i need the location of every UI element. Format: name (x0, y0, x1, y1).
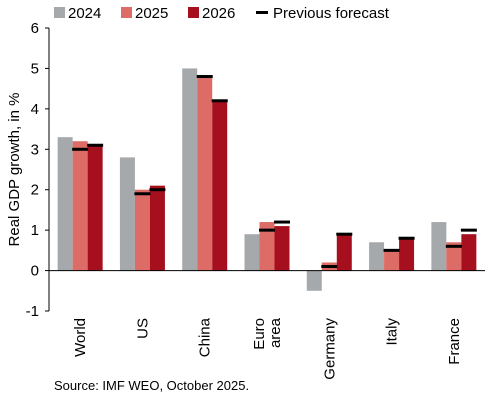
x-tick-label: France (446, 318, 463, 365)
bar-2025-france (446, 242, 462, 271)
previous-forecast-marker-2025-world (72, 147, 89, 151)
legend-label: Previous forecast (273, 5, 390, 22)
y-tick-label: 6 (31, 20, 39, 37)
legend-swatch-2025 (121, 7, 132, 18)
y-tick-label: 1 (31, 222, 39, 239)
bar-2026-italy (399, 238, 415, 271)
y-tick-label: 5 (31, 60, 39, 77)
bar-2024-world (57, 137, 73, 271)
previous-forecast-marker-2025-us (134, 192, 151, 196)
x-tick-label: Germany (321, 318, 338, 380)
x-tick-label: Italy (384, 318, 401, 346)
bar-2024-france (431, 222, 447, 271)
y-tick-label: 3 (31, 141, 39, 158)
previous-forecast-marker-2026-euro-area (274, 220, 290, 224)
bar-2024-china (182, 68, 198, 271)
y-axis: -1 0 1 2 3 4 5 6 Real GDP growth, in % (6, 20, 50, 320)
previous-forecast-marker-2026-us (149, 188, 166, 192)
legend-label: 2024 (68, 5, 101, 22)
y-tick-label: 4 (31, 101, 39, 118)
bar-2025-world (72, 141, 88, 271)
previous-forecast-markers (72, 75, 477, 269)
previous-forecast-marker-2025-france (445, 244, 462, 248)
legend-swatch-2026 (188, 7, 199, 18)
bar-2024-germany (306, 270, 322, 291)
bar-2024-italy (369, 242, 385, 271)
y-tick-label: 0 (31, 263, 39, 280)
bar-2025-euro-area (259, 222, 275, 271)
legend-swatch-2024 (54, 7, 65, 18)
previous-forecast-marker-2026-germany (336, 232, 353, 236)
x-tick-label: area (267, 317, 284, 348)
bar-2026-us (149, 185, 165, 271)
previous-forecast-marker-2026-china (211, 99, 228, 103)
bar-2026-euro-area (274, 226, 290, 271)
bar-2026-france (461, 234, 477, 271)
x-tick-label: US (134, 318, 151, 339)
previous-forecast-marker-2025-germany (321, 265, 338, 269)
legend-swatch-previous-forecast (256, 11, 268, 14)
bars (57, 68, 477, 291)
previous-forecast-marker-2026-world (87, 143, 104, 147)
legend-label: 2026 (202, 5, 235, 22)
bar-2024-euro-area (244, 234, 260, 271)
previous-forecast-marker-2026-france (460, 228, 477, 232)
x-tick-label: China (197, 317, 214, 357)
previous-forecast-marker-2025-euro-area (259, 228, 275, 232)
previous-forecast-marker-2026-italy (398, 236, 415, 240)
bar-2025-us (134, 189, 150, 271)
bar-2026-world (87, 145, 103, 271)
y-tick-label: -1 (26, 303, 39, 320)
bar-2025-china (197, 76, 213, 271)
x-tick-label: Euro (251, 318, 268, 350)
x-axis: World US China Euro area Germany Italy France (49, 270, 485, 380)
y-tick-label: 2 (31, 182, 39, 199)
legend-label: 2025 (135, 5, 168, 22)
bar-2026-china (212, 100, 228, 271)
previous-forecast-marker-2025-italy (383, 248, 400, 252)
bar-2024-us (119, 157, 135, 271)
y-axis-title: Real GDP growth, in % (6, 93, 23, 247)
previous-forecast-marker-2025-china (196, 75, 213, 79)
bar-2025-italy (384, 250, 400, 271)
source-note: Source: IMF WEO, October 2025. (54, 378, 250, 393)
x-tick-label: World (72, 318, 89, 357)
legend: 2024 2025 2026 Previous forecast (54, 5, 390, 22)
bar-2026-germany (336, 234, 352, 271)
